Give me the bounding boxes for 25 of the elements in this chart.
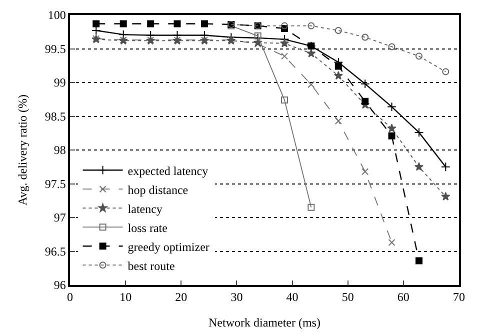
x-tick-label: 30 xyxy=(230,290,243,304)
x-tick-label: 60 xyxy=(397,290,410,304)
x-tick-label: 70 xyxy=(453,290,465,304)
x-tick-label: 20 xyxy=(175,290,188,304)
legend-label: best route xyxy=(128,258,175,273)
y-tick-label: 100 xyxy=(48,8,66,22)
y-tick-label: 99 xyxy=(54,76,66,90)
y-tick-label: 98 xyxy=(54,143,66,158)
legend-label: greedy optimizer xyxy=(128,240,210,254)
y-tick-label: 99.5 xyxy=(44,42,66,56)
y-tick-label: 96.5 xyxy=(44,244,66,258)
y-tick-label: 97.5 xyxy=(44,176,66,191)
y-axis-title: Avg. delivery ratio (%) xyxy=(16,94,30,206)
legend-label: hop distance xyxy=(128,182,188,197)
x-tick-label: 10 xyxy=(120,290,132,304)
x-tick-label: 40 xyxy=(286,290,298,304)
y-tick-label: 97 xyxy=(54,210,66,225)
x-tick-label: 0 xyxy=(67,290,73,304)
x-tick-label: 50 xyxy=(342,290,354,304)
legend-label: loss rate xyxy=(128,220,168,235)
y-tick-label: 98.5 xyxy=(44,109,66,124)
x-axis-title: Network diameter (ms) xyxy=(208,316,320,330)
legend-label: latency xyxy=(128,202,162,216)
y-tick-label: 96 xyxy=(54,278,66,292)
legend-label: expected latency xyxy=(128,164,208,178)
